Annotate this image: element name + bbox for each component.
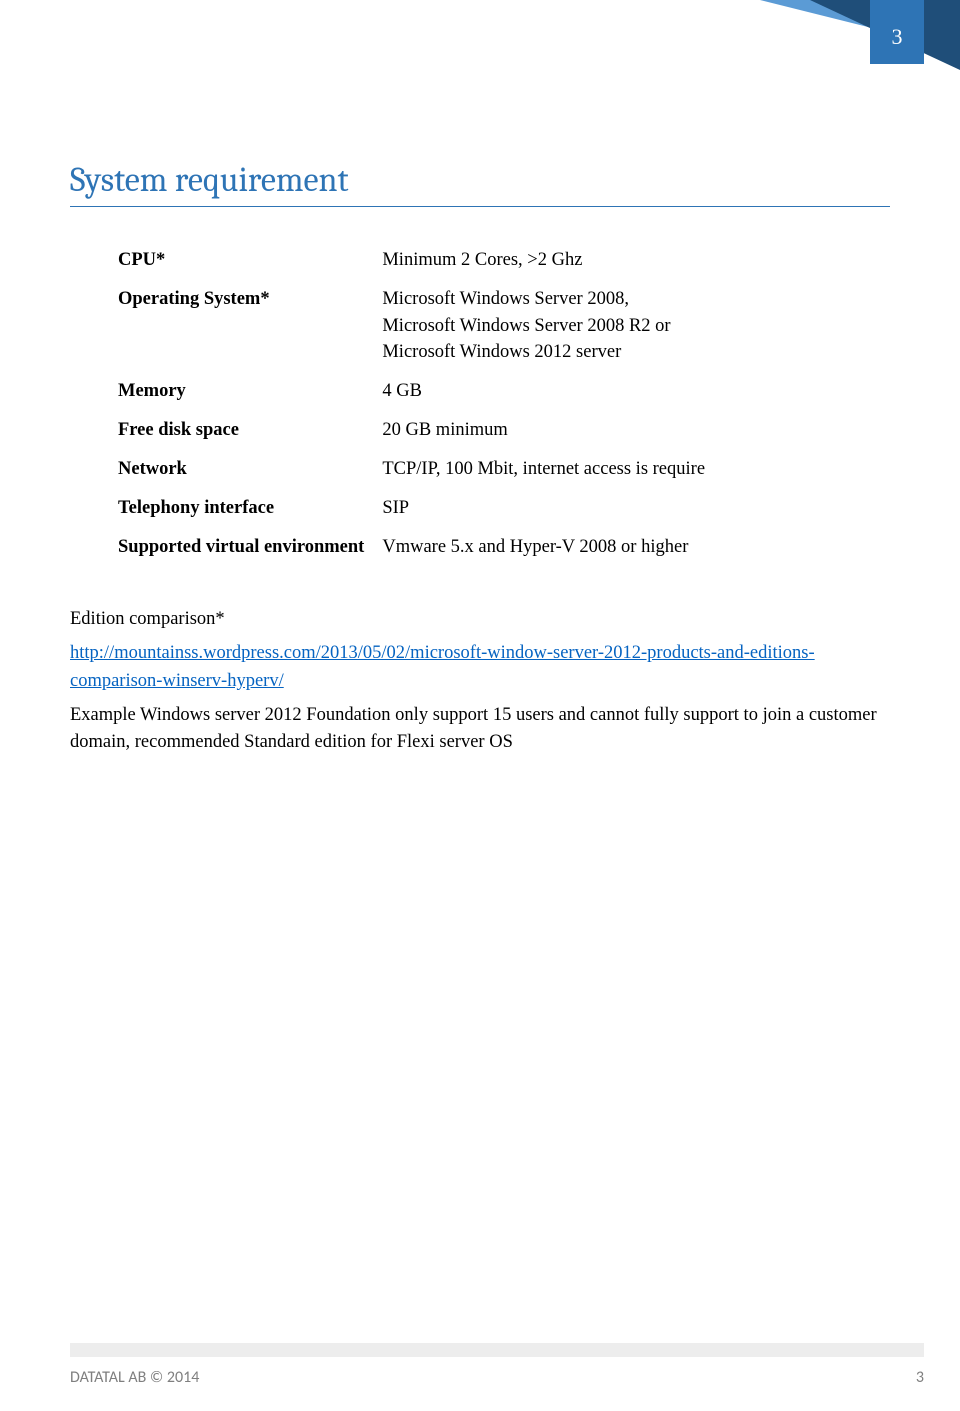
table-row: Free disk space 20 GB minimum xyxy=(118,411,727,450)
req-label: Operating System* xyxy=(118,280,382,372)
req-value: Vmware 5.x and Hyper-V 2008 or higher xyxy=(382,528,727,567)
req-label: CPU* xyxy=(118,241,382,280)
table-row: CPU* Minimum 2 Cores, >2 Ghz xyxy=(118,241,727,280)
requirements-table: CPU* Minimum 2 Cores, >2 Ghz Operating S… xyxy=(118,241,727,566)
req-value: 20 GB minimum xyxy=(382,411,727,450)
footer-bar xyxy=(70,1343,924,1357)
table-row: Telephony interface SIP xyxy=(118,489,727,528)
footer-right-page-number: 3 xyxy=(916,1368,924,1387)
header-page-number-box: 3 xyxy=(870,0,924,64)
page-title: System requirement xyxy=(70,160,890,207)
req-label: Free disk space xyxy=(118,411,382,450)
req-label: Memory xyxy=(118,372,382,411)
req-value: SIP xyxy=(382,489,727,528)
table-row: Memory 4 GB xyxy=(118,372,727,411)
edition-comparison-subhead: Edition comparison* xyxy=(70,606,890,634)
req-label: Network xyxy=(118,450,382,489)
footer-left-text: DATATAL AB © 2014 xyxy=(70,1368,199,1387)
header-page-number: 3 xyxy=(892,24,903,50)
table-row: Supported virtual environment Vmware 5.x… xyxy=(118,528,727,567)
req-label: Supported virtual environment xyxy=(118,528,382,567)
body-text-block: Edition comparison* http://mountainss.wo… xyxy=(70,606,890,757)
page-content: System requirement CPU* Minimum 2 Cores,… xyxy=(70,160,890,763)
table-row: Operating System* Microsoft Windows Serv… xyxy=(118,280,727,372)
comparison-link[interactable]: http://mountainss.wordpress.com/2013/05/… xyxy=(70,643,815,691)
req-value: 4 GB xyxy=(382,372,727,411)
req-value: TCP/IP, 100 Mbit, internet access is req… xyxy=(382,450,727,489)
table-row: Network TCP/IP, 100 Mbit, internet acces… xyxy=(118,450,727,489)
example-paragraph: Example Windows server 2012 Foundation o… xyxy=(70,702,890,758)
req-value: Minimum 2 Cores, >2 Ghz xyxy=(382,241,727,280)
req-label: Telephony interface xyxy=(118,489,382,528)
req-value: Microsoft Windows Server 2008, Microsoft… xyxy=(382,280,727,372)
